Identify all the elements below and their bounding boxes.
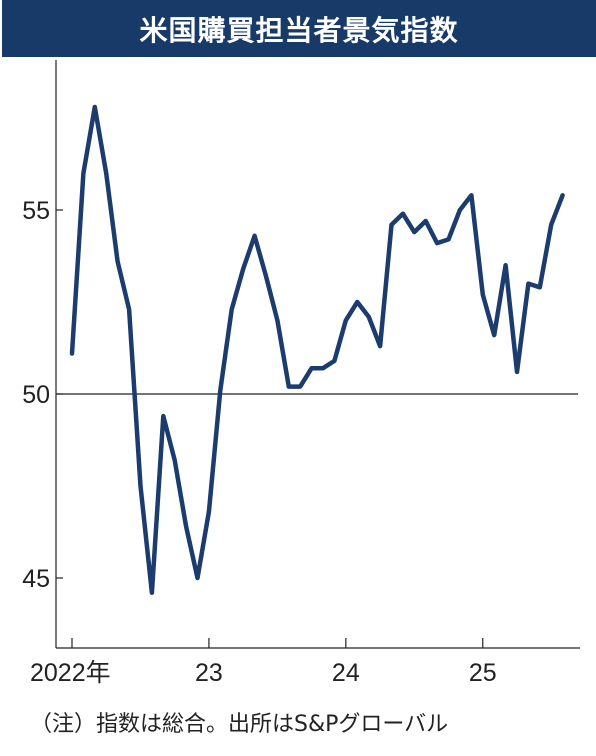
axes: 45 50 55 2022年 23 24 25	[22, 60, 580, 687]
series-layer	[69, 104, 565, 595]
chart-title: 米国購買担当者景気指数	[139, 13, 459, 47]
y-tick-label: 50	[22, 381, 50, 409]
title-bar: 米国購買担当者景気指数	[2, 0, 596, 57]
x-tick-label: 24	[332, 659, 360, 687]
x-tick-label: 23	[195, 659, 223, 687]
x-tick-label: 25	[469, 659, 497, 687]
source-note: （注）指数は総合。出所はS&Pグローバル	[30, 712, 449, 737]
y-tick-label: 45	[22, 565, 50, 593]
x-tick-label: 2022年	[30, 659, 111, 687]
series-line	[69, 104, 565, 595]
y-tick-label: 55	[22, 197, 50, 225]
